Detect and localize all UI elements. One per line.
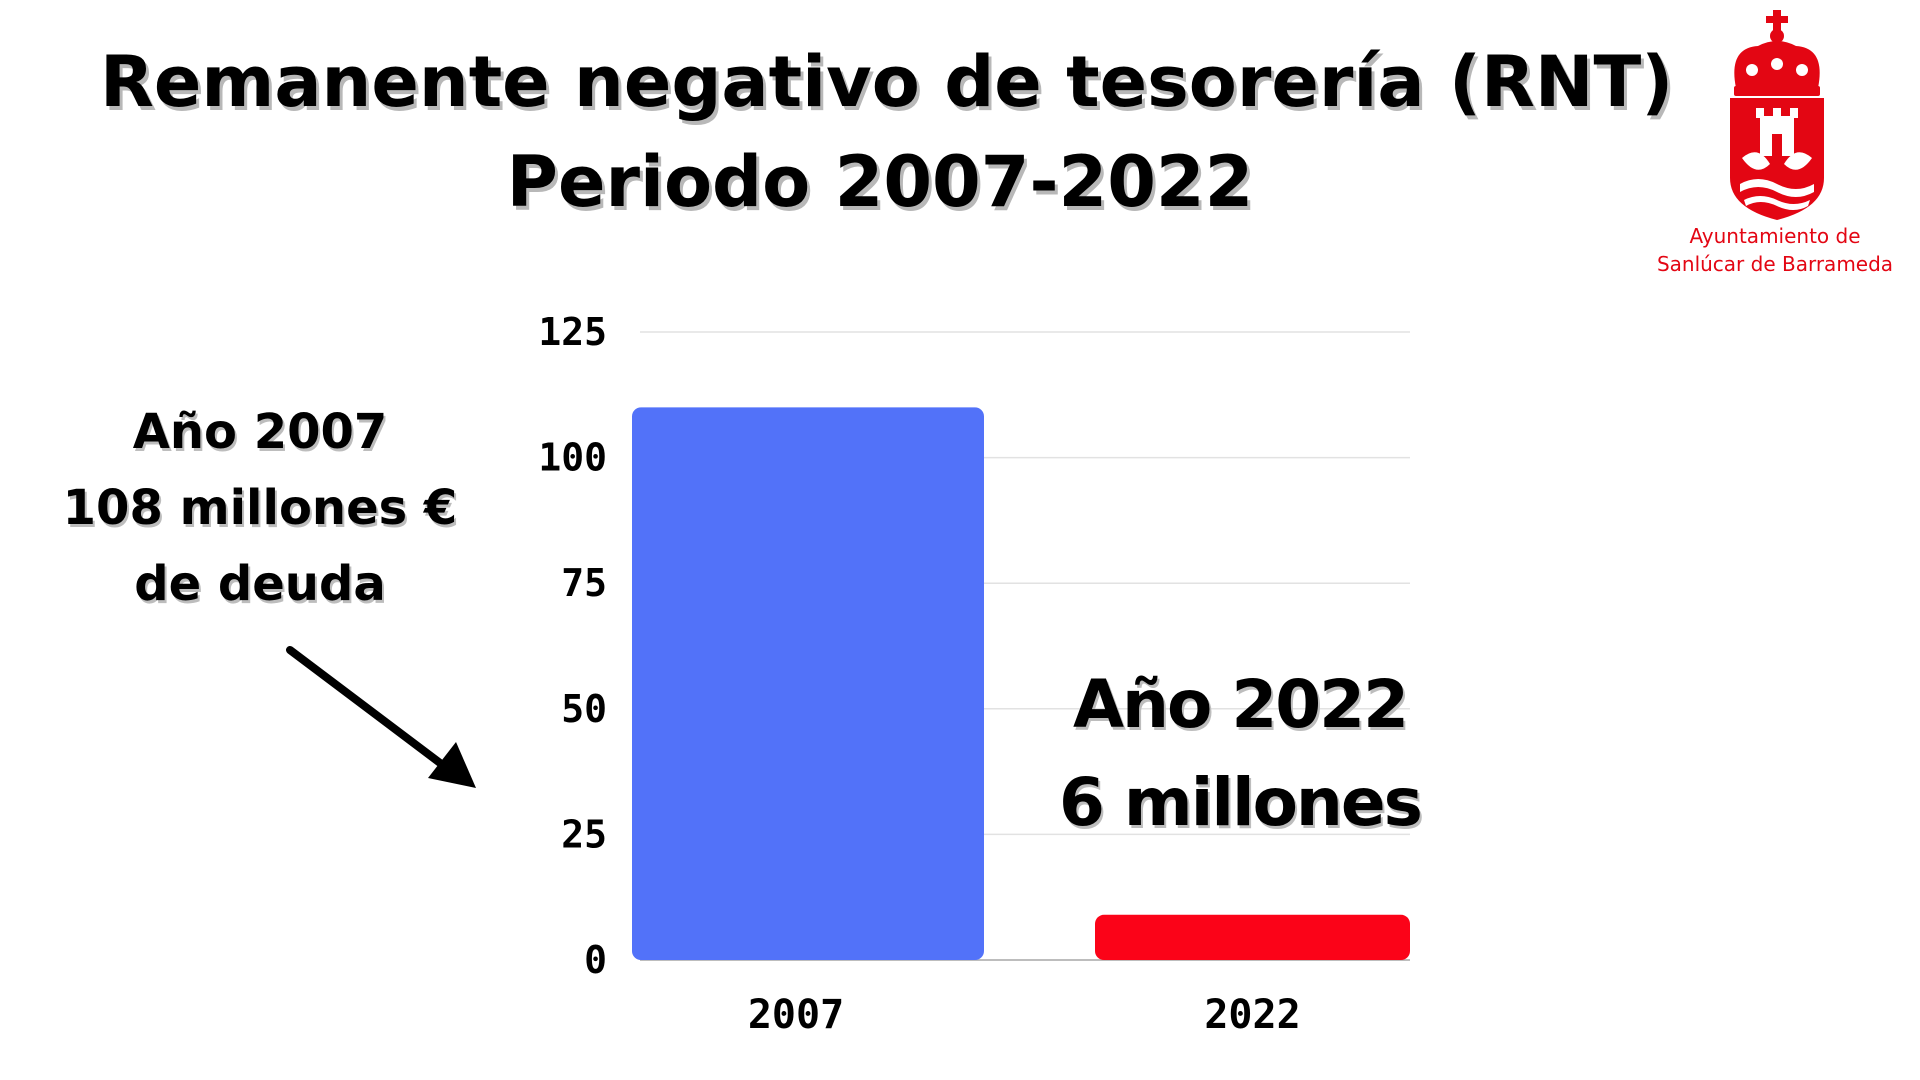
annotation-2022: Año 2022 6 millones bbox=[1040, 656, 1440, 852]
chart-title: Remanente negativo de tesorería (RNT) Pe… bbox=[100, 32, 1674, 232]
y-axis-ticks: 0 25 50 75 100 125 bbox=[538, 310, 607, 982]
bar-2007 bbox=[632, 407, 984, 960]
coat-of-arms-logo bbox=[1730, 10, 1824, 220]
y-tick-label: 25 bbox=[561, 812, 607, 856]
logo-caption-line-2: Sanlúcar de Barrameda bbox=[1656, 252, 1894, 276]
bars bbox=[632, 407, 1410, 960]
bar-2022 bbox=[1095, 914, 1410, 960]
logo-caption-line-1: Ayuntamiento de bbox=[1689, 224, 1861, 248]
annotation-2022-line-2: 6 millones bbox=[1059, 764, 1423, 841]
x-axis-labels: 2007 2022 bbox=[748, 992, 1301, 1038]
arrow-down-right-icon bbox=[286, 646, 476, 788]
annotation-2007: Año 2007 108 millones € de deuda bbox=[20, 394, 500, 622]
logo-caption: Ayuntamiento de Sanlúcar de Barrameda bbox=[1620, 222, 1920, 278]
annotation-2007-line-2: 108 millones € bbox=[62, 480, 458, 536]
y-tick-label: 75 bbox=[561, 561, 607, 605]
x-category-label-2022: 2022 bbox=[1204, 992, 1300, 1038]
annotation-2007-line-3: de deuda bbox=[134, 556, 386, 612]
y-tick-label: 50 bbox=[561, 687, 607, 731]
y-tick-label: 0 bbox=[584, 938, 607, 982]
y-tick-label: 100 bbox=[538, 436, 607, 480]
x-category-label-2007: 2007 bbox=[748, 992, 844, 1038]
chart-title-line-1: Remanente negativo de tesorería (RNT) bbox=[100, 41, 1674, 123]
y-tick-label: 125 bbox=[538, 310, 607, 354]
annotation-2007-line-1: Año 2007 bbox=[132, 404, 388, 460]
annotation-2022-line-1: Año 2022 bbox=[1072, 666, 1409, 743]
chart-title-line-2: Periodo 2007-2022 bbox=[506, 141, 1254, 223]
